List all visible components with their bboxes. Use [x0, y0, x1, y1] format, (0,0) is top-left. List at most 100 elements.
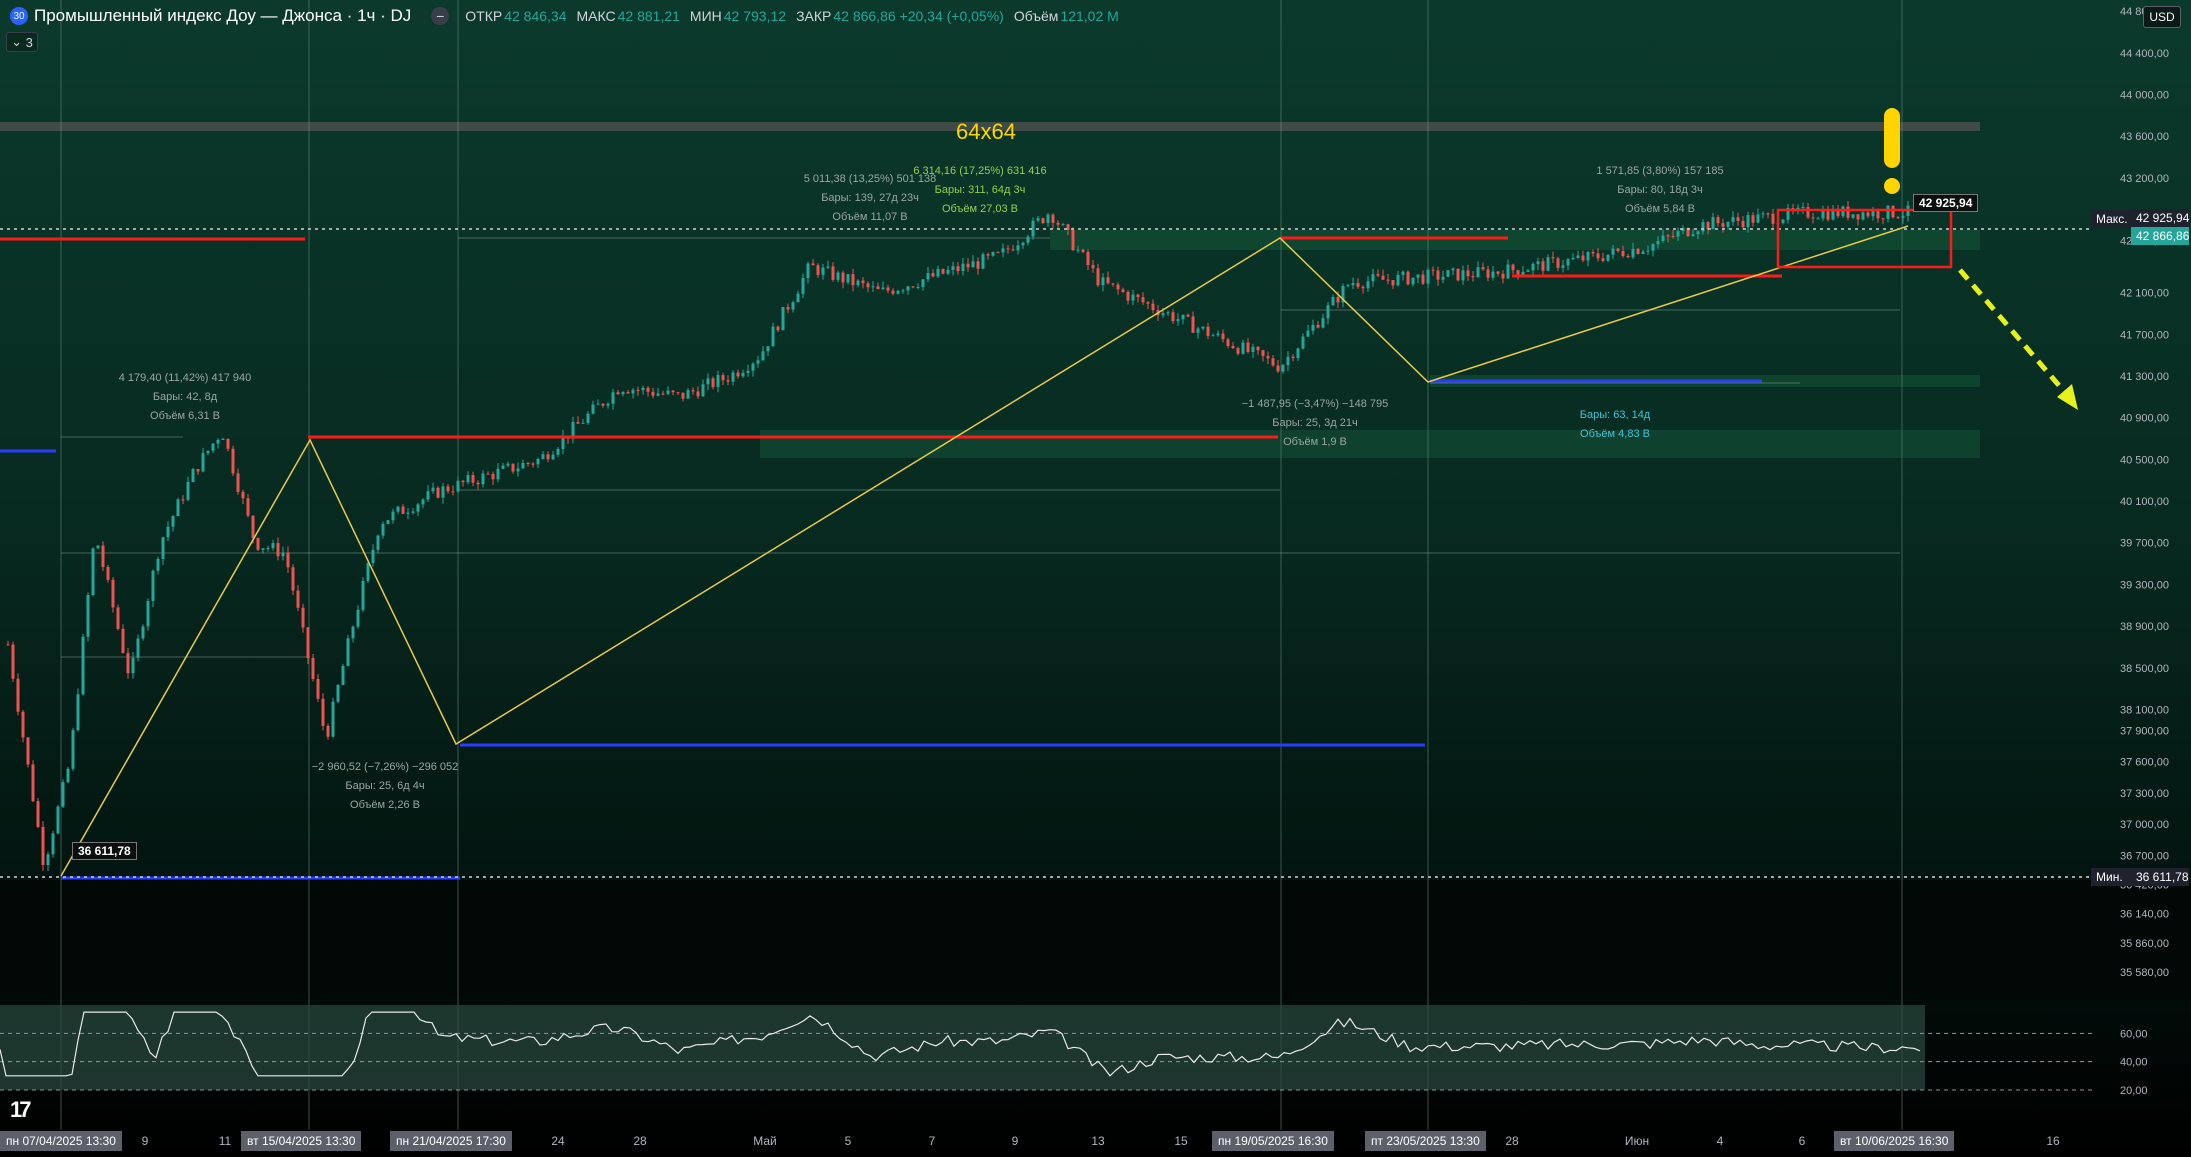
candle-body — [36, 801, 40, 827]
candle-body — [1721, 223, 1725, 227]
candle-body — [131, 657, 135, 674]
candle-body — [1761, 213, 1765, 215]
candle-body — [741, 372, 745, 377]
candle-body — [411, 511, 415, 513]
candle-body — [1616, 248, 1620, 252]
time-tick-4: Май — [753, 1134, 777, 1148]
candle-body — [1356, 283, 1360, 287]
candle-body — [161, 537, 165, 559]
symbol-title[interactable]: Промышленный индекс Доу — Джонса · 1ч · … — [34, 6, 412, 25]
candle-body — [291, 567, 295, 591]
candle-body — [1821, 211, 1825, 219]
min-price-label: Мин. — [2091, 868, 2131, 886]
candle-body — [726, 380, 730, 382]
candle-body — [1901, 215, 1905, 218]
candle-body — [886, 287, 890, 291]
annotation-4-line-1: 6 314,16 (17,25%) 631 416 — [913, 165, 1046, 177]
candle-body — [551, 454, 555, 460]
candle-body — [101, 545, 105, 567]
candle-body — [1476, 267, 1480, 278]
candle-body — [1031, 220, 1035, 237]
ohlc-low-label: МИН — [689, 8, 722, 24]
time-tick-9: 15 — [1174, 1134, 1188, 1148]
candle-body — [691, 390, 695, 392]
indicator-counter[interactable]: ⌄ 3 — [6, 32, 38, 52]
candle-body — [1691, 234, 1695, 237]
candle-body — [961, 263, 965, 271]
low-marker-tag: 36 611,78 — [72, 842, 137, 860]
candle-body — [1231, 346, 1235, 349]
candle-body — [1651, 244, 1655, 251]
candle-body — [176, 499, 180, 517]
candle-body — [656, 393, 660, 396]
currency-button[interactable]: USD — [2143, 6, 2181, 28]
date-tag-4: пн 19/05/2025 16:30 — [1212, 1131, 1334, 1151]
candle-body — [546, 454, 550, 460]
candle-body — [396, 506, 400, 512]
tradingview-logo-icon[interactable]: 17 — [10, 1097, 32, 1122]
annotation-5-line-1: −1 487,95 (−3,47%) −148 795 — [1242, 398, 1388, 410]
candle-body — [416, 504, 420, 512]
candle-body — [361, 580, 365, 610]
candle-body — [556, 448, 560, 455]
time-tick-0: 9 — [142, 1134, 149, 1148]
candle-body — [1446, 270, 1450, 277]
candle-body — [906, 286, 910, 291]
min-price-tag: 36 611,78 — [2131, 868, 2189, 886]
alert-exclamation-dot — [1884, 178, 1900, 194]
price-tick-24: 35 860,00 — [2120, 938, 2169, 950]
candle-body — [1296, 348, 1300, 359]
time-tick-6: 7 — [929, 1134, 936, 1148]
price-tick-12: 39 700,00 — [2120, 538, 2169, 550]
candle-body — [1386, 279, 1390, 281]
candle-body — [1096, 268, 1100, 286]
candle-body — [1211, 335, 1215, 337]
candle-body — [1016, 245, 1020, 251]
candle-body — [626, 392, 630, 394]
candle-body — [1416, 274, 1420, 278]
price-tick-4: 43 200,00 — [2120, 173, 2169, 185]
candle-body — [1311, 324, 1315, 331]
candle-body — [86, 594, 90, 637]
candle-body — [1216, 333, 1220, 336]
candle-body — [251, 515, 255, 538]
candle-body — [1326, 305, 1330, 319]
candle-body — [1346, 285, 1350, 287]
candle-body — [226, 438, 230, 449]
candle-body — [1541, 261, 1545, 271]
candle-body — [576, 422, 580, 424]
annotation-2-line-1: −2 960,52 (−7,26%) −296 052 — [312, 761, 458, 773]
candle-body — [586, 413, 590, 423]
candle-body — [1666, 235, 1670, 237]
candle-body — [771, 326, 775, 347]
candle-body — [111, 579, 115, 608]
candle-body — [516, 468, 520, 472]
candle-body — [1551, 257, 1555, 259]
ohlc-high-label: МАКС — [576, 8, 616, 24]
candle-body — [341, 665, 345, 685]
candle-body — [1051, 214, 1055, 223]
collapse-icon[interactable]: − — [431, 7, 450, 25]
candle-body — [941, 268, 945, 274]
candle-body — [386, 520, 390, 524]
candle-body — [136, 638, 140, 658]
candle-body — [51, 833, 55, 855]
candle-body — [1111, 283, 1115, 285]
candle-body — [896, 290, 900, 294]
symbol-logo-icon[interactable]: 30 — [10, 7, 28, 25]
candle-body — [1286, 356, 1290, 366]
candle-body — [541, 454, 545, 459]
candle-body — [1576, 255, 1580, 258]
candle-body — [491, 473, 495, 480]
ohlc-close-label: ЗАКР — [796, 8, 832, 24]
candle-body — [1501, 273, 1505, 279]
high-marker-tag: 42 925,94 — [1913, 194, 1979, 212]
candle-body — [901, 290, 905, 292]
chart-header: 30 Промышленный индекс Доу — Джонса · 1ч… — [0, 0, 1125, 32]
candle-body — [1726, 221, 1730, 227]
candle-body — [1006, 248, 1010, 250]
price-tick-19: 37 300,00 — [2120, 788, 2169, 800]
candle-body — [811, 263, 815, 266]
